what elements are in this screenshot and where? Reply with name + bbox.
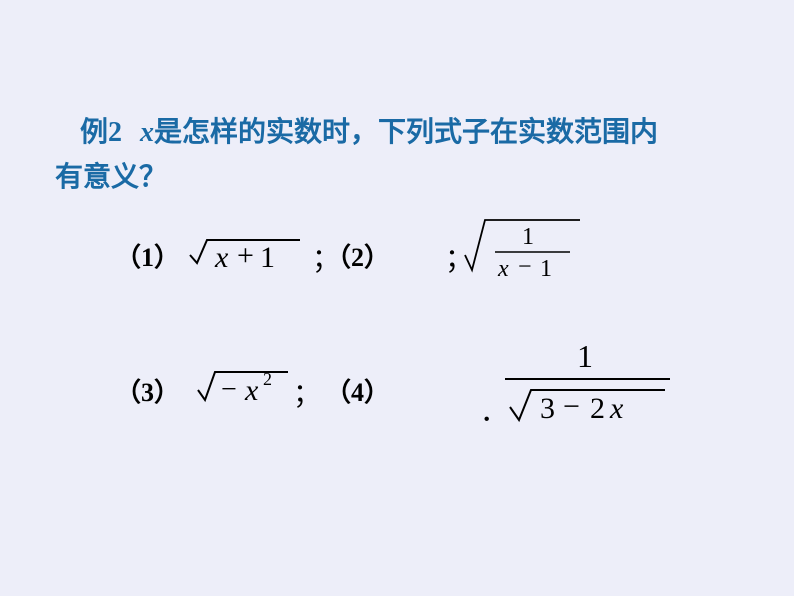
- question-text-1: 是怎样的实数时，下列式子在实数范围内: [154, 117, 658, 148]
- svg-text:+: +: [237, 239, 254, 272]
- svg-text:1: 1: [540, 256, 552, 282]
- item-label-1: （1）: [115, 237, 180, 274]
- problems-row-2: （3） − x 2 ； （4） ． 1 3 − 2 x: [115, 340, 734, 440]
- semicolon-3: ；: [293, 372, 321, 412]
- math-expr-3: − x 2: [193, 360, 303, 410]
- variable-x: x: [140, 117, 154, 148]
- svg-text:−: −: [221, 374, 237, 405]
- svg-text:x: x: [497, 256, 509, 282]
- slide-content: 例2x是怎样的实数时，下列式子在实数范围内 有意义？ （1） x + 1 ； （…: [0, 0, 794, 596]
- question-line-1: 例2 x是怎样的实数时，下列式子在实数范围内: [80, 110, 658, 150]
- svg-text:x: x: [609, 392, 624, 425]
- svg-text:1: 1: [577, 338, 593, 374]
- math-expr-4: 1 3 − 2 x: [495, 335, 675, 430]
- item-label-4: （4）: [325, 372, 390, 409]
- example-number: 例2: [80, 117, 122, 148]
- svg-text:x: x: [244, 374, 259, 407]
- svg-text:x: x: [214, 241, 229, 274]
- item-label-3: （3）: [115, 372, 180, 409]
- svg-text:2: 2: [263, 369, 272, 389]
- math-expr-1: x + 1: [185, 225, 305, 275]
- svg-text:−: −: [563, 390, 580, 423]
- question-line-2: 有意义？: [55, 155, 167, 195]
- svg-text:3: 3: [540, 392, 555, 425]
- problems-row-1: （1） x + 1 ； （2） ； 1 x − 1: [115, 215, 734, 295]
- svg-text:1: 1: [260, 241, 275, 274]
- svg-text:−: −: [518, 254, 532, 280]
- svg-text:1: 1: [522, 224, 534, 250]
- math-expr-2: 1 x − 1: [460, 210, 590, 290]
- svg-text:2: 2: [590, 392, 605, 425]
- item-label-2: （2）: [325, 237, 390, 274]
